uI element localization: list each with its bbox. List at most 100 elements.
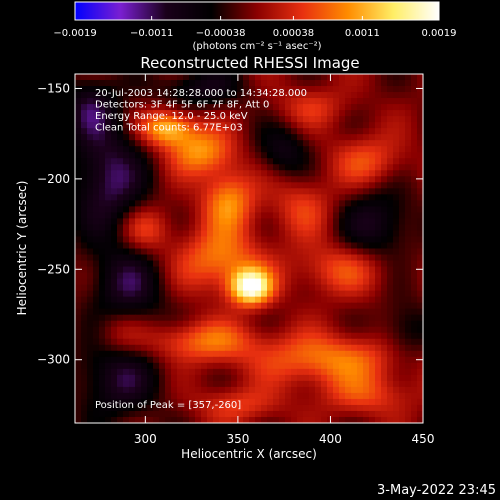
heatmap-cell xyxy=(351,98,358,105)
heatmap-cell xyxy=(387,332,394,340)
heatmap-cell xyxy=(183,344,190,352)
heatmap-cell xyxy=(285,350,292,358)
heatmap-cell xyxy=(285,386,292,394)
heatmap-cell xyxy=(285,320,292,328)
heatmap-cell xyxy=(345,218,352,226)
heatmap-cell xyxy=(129,242,136,250)
heatmap-cell xyxy=(303,398,310,406)
heatmap-cell xyxy=(135,86,142,93)
heatmap-cell xyxy=(165,80,172,87)
heatmap-cell xyxy=(411,164,418,171)
heatmap-cell xyxy=(321,308,328,316)
heatmap-cell xyxy=(297,404,304,412)
heatmap-cell xyxy=(213,344,220,352)
heatmap-cell xyxy=(297,266,304,274)
heatmap-cell xyxy=(411,386,418,394)
heatmap-cell xyxy=(87,170,94,177)
heatmap-cell xyxy=(81,374,88,382)
heatmap-cell xyxy=(177,134,184,141)
heatmap-cell xyxy=(183,122,190,129)
heatmap-cell xyxy=(141,362,148,370)
heatmap-cell xyxy=(207,92,214,99)
heatmap-cell xyxy=(381,410,388,418)
heatmap-cell xyxy=(249,410,256,418)
heatmap-cell xyxy=(375,146,382,153)
heatmap-cell xyxy=(81,320,88,328)
heatmap-cell xyxy=(93,146,100,153)
heatmap-cell xyxy=(405,326,412,334)
heatmap-cell xyxy=(243,278,250,286)
heatmap-cell xyxy=(303,338,310,346)
heatmap-cell xyxy=(405,416,412,423)
heatmap-cell xyxy=(87,266,94,274)
heatmap-cell xyxy=(243,188,250,195)
heatmap-cell xyxy=(135,338,142,346)
heatmap-cell xyxy=(105,212,112,220)
heatmap-cell xyxy=(339,98,346,105)
heatmap-cell xyxy=(177,98,184,105)
heatmap-cell xyxy=(405,224,412,232)
heatmap-cell xyxy=(291,362,298,370)
heatmap-cell xyxy=(225,200,232,207)
heatmap-cell xyxy=(225,374,232,382)
heatmap-cell xyxy=(165,98,172,105)
heatmap-cell xyxy=(111,248,118,256)
heatmap-cell xyxy=(165,368,172,376)
heatmap-cell xyxy=(351,350,358,358)
heatmap-cell xyxy=(165,410,172,418)
heatmap-cell xyxy=(417,170,423,177)
heatmap-cell xyxy=(135,380,142,388)
heatmap-cell xyxy=(81,140,88,147)
heatmap-cell xyxy=(117,230,124,238)
heatmap-cell xyxy=(225,362,232,370)
heatmap-cell xyxy=(255,212,262,220)
heatmap-cell xyxy=(147,290,154,298)
heatmap-cell xyxy=(333,350,340,358)
heatmap-cell xyxy=(345,254,352,262)
heatmap-cell xyxy=(321,146,328,153)
heatmap-cell xyxy=(255,116,262,123)
heatmap-cell xyxy=(363,236,370,244)
heatmap-cell xyxy=(405,332,412,340)
heatmap-cell xyxy=(261,200,268,207)
heatmap-cell xyxy=(213,98,220,105)
heatmap-cell xyxy=(189,308,196,316)
heatmap-cell xyxy=(285,188,292,195)
heatmap-cell xyxy=(333,416,340,423)
heatmap-cell xyxy=(249,80,256,87)
heatmap-cell xyxy=(171,350,178,358)
heatmap-cell xyxy=(207,344,214,352)
heatmap-cell xyxy=(225,266,232,274)
heatmap-cell xyxy=(195,410,202,418)
heatmap-cell xyxy=(171,74,178,81)
heatmap-cell xyxy=(357,188,364,195)
heatmap-cell xyxy=(195,392,202,400)
heatmap-cell xyxy=(285,242,292,250)
heatmap-cell xyxy=(249,254,256,262)
heatmap-cell xyxy=(75,134,82,141)
heatmap-cell xyxy=(351,356,358,364)
heatmap-cell xyxy=(117,416,124,423)
heatmap-cell xyxy=(117,152,124,159)
heatmap-cell xyxy=(411,206,418,213)
heatmap-cell xyxy=(123,116,130,123)
heatmap-cell xyxy=(399,194,406,201)
heatmap-cell xyxy=(369,80,376,87)
heatmap-cell xyxy=(327,284,334,292)
heatmap-cell xyxy=(363,404,370,412)
heatmap-cell xyxy=(267,128,274,135)
heatmap-cell xyxy=(111,332,118,340)
heatmap-cell xyxy=(237,410,244,418)
heatmap-cell xyxy=(357,212,364,220)
heatmap-cell xyxy=(405,374,412,382)
heatmap-cell xyxy=(309,272,316,280)
heatmap-cell xyxy=(405,272,412,280)
heatmap-cell xyxy=(243,398,250,406)
heatmap-cell xyxy=(201,176,208,183)
heatmap-cell xyxy=(279,410,286,418)
heatmap-cell xyxy=(87,128,94,135)
heatmap-cell xyxy=(291,80,298,87)
heatmap-cell xyxy=(249,224,256,232)
heatmap-cell xyxy=(225,392,232,400)
heatmap-cell xyxy=(159,152,166,159)
